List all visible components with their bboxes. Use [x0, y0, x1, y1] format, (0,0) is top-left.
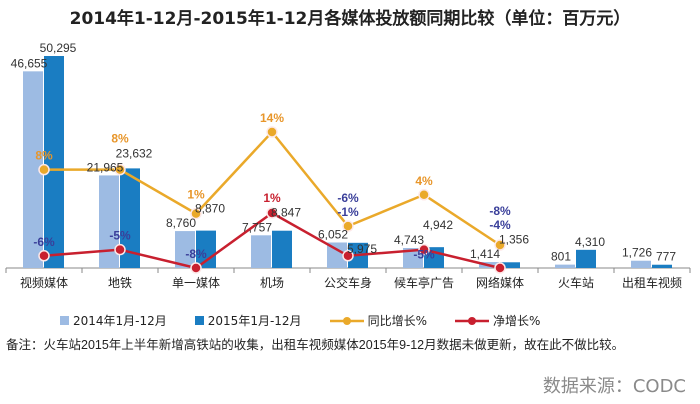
bar-value-label: 46,655 [11, 56, 48, 70]
line-point [190, 262, 202, 274]
legend-item-yoy: 同比增长% [329, 312, 427, 329]
line-value-label: 8% [35, 149, 53, 163]
bar-2014 [251, 235, 271, 268]
x-tick-label: 候车亭广告 [394, 275, 454, 290]
data-source: 数据来源：CODC [542, 376, 686, 397]
bar-2015 [576, 249, 596, 268]
x-tick-label: 网络媒体 [476, 275, 524, 290]
legend-swatch [194, 316, 204, 325]
bar-2015 [500, 262, 520, 268]
x-tick-label: 视频媒体 [20, 275, 68, 290]
legend-swatch [60, 316, 69, 325]
line-point [418, 189, 430, 201]
line-value-label: -1% [337, 205, 359, 219]
chart-title: 2014年1-12月-2015年1-12月各媒体投放额同期比较（单位：百万元） [69, 9, 631, 29]
legend-item-2015: 2015年1月-12月 [194, 312, 302, 329]
bar-2014 [403, 248, 423, 268]
bar-value-label: 4,743 [394, 233, 424, 247]
x-tick-label: 地铁 [108, 276, 132, 290]
bar-value-label: 50,295 [40, 41, 77, 55]
line-value-label: -6% [337, 191, 359, 205]
line-point [38, 163, 50, 176]
legend-item-net: 净增长% [454, 312, 541, 329]
bar-2015 [120, 168, 140, 268]
bar-value-label: 6,052 [318, 227, 348, 241]
line-point [494, 262, 506, 274]
x-tick-label: 公交车身 [324, 275, 372, 290]
x-tick-label: 火车站 [558, 275, 594, 290]
line-value-label: -4% [489, 218, 511, 232]
chart-plot: 视频媒体 地铁 单一媒体 机场 公交车身 候车亭广告 网络媒体 火车站 出租车视频 46,655 2… [5, 41, 691, 290]
bar-2015 [652, 264, 672, 268]
bar-value-label: 4,310 [575, 235, 605, 249]
legend-item-2014: 2014年1月-12月 [60, 312, 167, 329]
bar-2014 [23, 71, 43, 268]
bar-2014 [555, 264, 575, 268]
bar-value-label: 801 [551, 250, 571, 264]
line-value-label: -5% [413, 248, 435, 262]
legend-label: 净增长% [492, 314, 541, 328]
bar-value-label: 8,870 [195, 202, 225, 216]
line-value-label: 1% [263, 191, 281, 205]
line-point [190, 207, 202, 220]
bar-value-label: 777 [656, 250, 676, 264]
legend-label: 同比增长% [367, 314, 427, 328]
line-value-label: -8% [489, 204, 511, 218]
bar-2014 [99, 175, 119, 268]
bar-2014 [327, 242, 347, 268]
x-tick-label: 出租车视频 [622, 275, 682, 290]
bar-value-label: 8,760 [166, 216, 196, 230]
bar-value-label: 8,847 [271, 206, 301, 220]
legend-label: 2015年1月-12月 [207, 314, 302, 328]
footnote: 备注：火车站2015年上半年新增高铁站的收集，出租车视频媒体2015年9-12月… [6, 338, 625, 352]
bar-value-label: 21,965 [87, 160, 124, 174]
bar-2014 [175, 231, 195, 268]
line-point [266, 207, 278, 219]
legend-line-icon [329, 316, 364, 325]
bar-value-label: 7,757 [242, 220, 272, 234]
bar-2014 [631, 260, 651, 268]
line-point [418, 243, 430, 256]
bar-value-label: 1,414 [470, 247, 500, 261]
line-point [114, 243, 126, 256]
bar-value-label: 23,632 [116, 146, 153, 160]
line-point [342, 250, 354, 262]
bar-value-label: 4,942 [423, 218, 453, 232]
line-value-label: -8% [185, 247, 207, 261]
bar-value-label: 1,356 [499, 232, 529, 246]
line-value-label: -5% [109, 229, 131, 243]
line-point [266, 126, 278, 138]
x-tick-label: 机场 [260, 276, 284, 290]
line-value-label: -6% [33, 235, 55, 249]
line-point [494, 239, 506, 251]
line-point [114, 163, 126, 176]
bar-2015 [44, 56, 64, 268]
line-value-label: 14% [260, 111, 284, 125]
line-value-label: 4% [415, 174, 433, 188]
line-point [38, 250, 50, 262]
bar-2015 [272, 230, 292, 268]
legend-label: 2014年1月-12月 [73, 314, 167, 328]
legend: 2014年1月-12月 2015年1月-12月 同比增长% 净增长% [60, 312, 540, 329]
legend-line-icon [454, 316, 489, 325]
x-tick-label: 单一媒体 [172, 276, 220, 290]
line-value-label: 1% [187, 188, 205, 202]
bar-value-label: 1,726 [622, 246, 652, 260]
line-value-label: 8% [111, 132, 129, 146]
line-point [342, 220, 354, 232]
bar-value-label: 5,975 [347, 242, 377, 256]
